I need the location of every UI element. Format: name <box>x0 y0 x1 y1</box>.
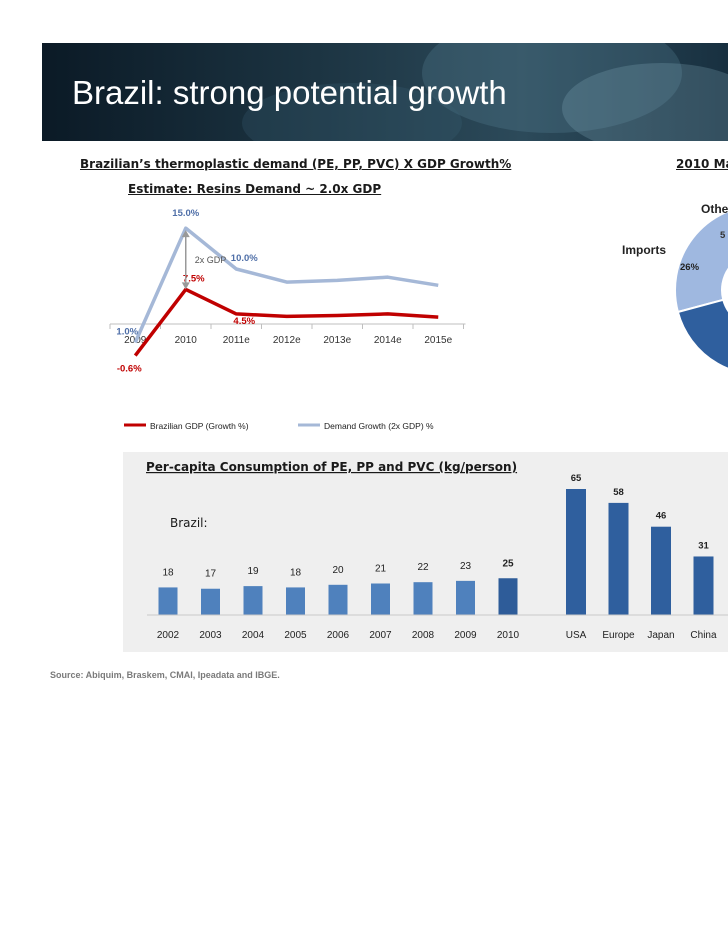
data-label: 15.0% <box>172 208 199 219</box>
banner-decoration <box>562 63 728 141</box>
x-tick-label: 2010 <box>497 630 520 641</box>
demand-series-line <box>133 226 439 344</box>
x-tick-label: 2014e <box>374 335 402 346</box>
bar-chart-title: Per-capita Consumption of PE, PP and PVC… <box>146 460 517 474</box>
x-tick-label: 2007 <box>369 630 392 641</box>
x-tick-label: 2012e <box>273 335 301 346</box>
bar <box>456 580 475 615</box>
line-chart: 2009 2010 2011e 2012e 2013e 2014e 2015e -0.6%7… <box>109 208 466 431</box>
x-tick-label: 2008 <box>412 630 435 641</box>
data-label: 23 <box>460 561 472 572</box>
x-tick-label: 2002 <box>157 630 180 641</box>
pie-label: Imports <box>622 243 666 257</box>
bar <box>413 582 433 615</box>
bar <box>651 526 671 615</box>
annotation-label: 2x GDP <box>195 255 227 265</box>
bar <box>201 588 220 615</box>
annotation-arrow-head <box>181 230 190 238</box>
x-tick-label: 2011e <box>223 335 251 346</box>
pie-chart-heading: 2010 Ma <box>676 157 728 171</box>
slide-title: Brazil: strong potential growth <box>72 74 507 111</box>
data-label: -0.6% <box>117 364 142 375</box>
pie-chart: Othe 5 Imports 26% <box>622 202 728 370</box>
bar <box>328 584 348 615</box>
data-label: 4.5% <box>233 316 255 327</box>
data-label: 25 <box>502 558 514 569</box>
x-tick-label: 2004 <box>242 630 265 641</box>
pie-value: 26% <box>680 262 700 273</box>
data-label: 58 <box>613 487 624 498</box>
data-label: 10.0% <box>231 253 258 264</box>
bar <box>693 556 714 615</box>
bar-chart: Per-capita Consumption of PE, PP and PVC… <box>146 460 728 641</box>
pie-slice-domestic <box>676 298 728 370</box>
x-tick-label: 2010 <box>175 335 198 346</box>
data-label: 21 <box>375 563 387 574</box>
x-tick-label: 2009 <box>454 630 477 641</box>
x-tick-label: USA <box>566 630 587 641</box>
x-tick-label: China <box>690 630 717 641</box>
pie-label: Othe <box>701 202 728 216</box>
bar <box>286 587 305 615</box>
annotation-arrow-head <box>181 282 190 290</box>
x-tick-label: 2013e <box>323 335 351 346</box>
data-label: 19 <box>247 566 259 577</box>
data-label: 65 <box>571 473 582 484</box>
data-label: 22 <box>417 562 429 573</box>
bar <box>498 578 518 615</box>
data-label: 17 <box>205 569 217 580</box>
data-label: 1.0% <box>116 327 138 338</box>
bar <box>371 583 390 615</box>
x-tick-label: 2006 <box>327 630 350 641</box>
line-chart-heading: Brazilian’s thermoplastic demand (PE, PP… <box>80 157 512 171</box>
brazil-label: Brazil: <box>170 516 208 530</box>
x-tick-label: 2015e <box>424 335 452 346</box>
banner-decoration <box>242 83 462 141</box>
title-banner <box>42 43 728 141</box>
bar <box>158 587 178 615</box>
bar <box>608 502 629 615</box>
pie-slice-imports <box>674 210 728 314</box>
x-tick-label: Japan <box>647 630 674 641</box>
data-label: 46 <box>656 511 667 522</box>
x-tick-label: 2005 <box>284 630 307 641</box>
pie-value: 5 <box>720 230 726 241</box>
data-label: 31 <box>698 540 709 551</box>
bar <box>566 489 586 615</box>
data-label: 18 <box>290 567 302 578</box>
legend-label: Brazilian GDP (Growth %) <box>150 421 249 431</box>
data-label: 7.5% <box>183 273 205 284</box>
data-label: 18 <box>162 567 174 578</box>
x-tick-label: Europe <box>602 630 635 641</box>
data-label: 20 <box>332 565 344 576</box>
bar <box>243 586 263 615</box>
source-note: Source: Abiquim, Braskem, CMAI, Ipeadata… <box>50 670 280 680</box>
x-tick-label: 2003 <box>199 630 222 641</box>
line-chart-subheading: Estimate: Resins Demand ~ 2.0x GDP <box>128 182 382 196</box>
legend-label: Demand Growth (2x GDP) % <box>324 421 434 431</box>
